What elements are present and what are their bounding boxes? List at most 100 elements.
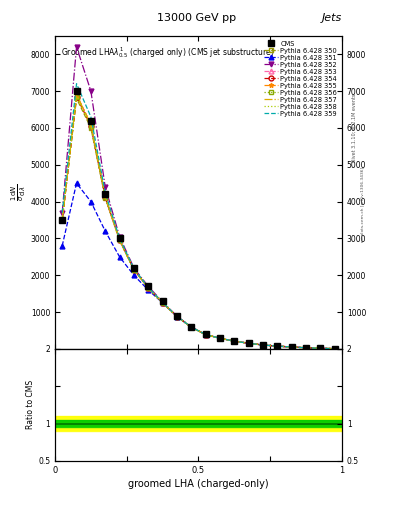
Pythia 6.428 358 <box>246 340 251 346</box>
Line: Pythia 6.428 354: Pythia 6.428 354 <box>60 94 337 351</box>
CMS <box>103 191 108 197</box>
Pythia 6.428 355 <box>88 121 93 127</box>
Pythia 6.428 356 <box>203 331 208 337</box>
Pythia 6.428 352 <box>332 346 337 352</box>
Pythia 6.428 359 <box>174 313 179 319</box>
Pythia 6.428 355 <box>304 345 309 351</box>
CMS <box>332 346 337 352</box>
Pythia 6.428 357 <box>189 324 194 330</box>
Pythia 6.428 359 <box>332 346 337 352</box>
Pythia 6.428 354 <box>246 340 251 346</box>
Line: Pythia 6.428 359: Pythia 6.428 359 <box>62 84 335 349</box>
Pythia 6.428 350 <box>146 285 151 291</box>
Pythia 6.428 353 <box>117 237 122 243</box>
Pythia 6.428 357 <box>117 237 122 243</box>
Pythia 6.428 356 <box>232 338 237 344</box>
Pythia 6.428 353 <box>74 92 79 98</box>
CMS <box>289 344 294 350</box>
Pythia 6.428 354 <box>218 335 222 342</box>
Pythia 6.428 356 <box>275 343 280 349</box>
Pythia 6.428 355 <box>60 217 64 223</box>
CMS <box>74 88 79 94</box>
Pythia 6.428 359 <box>60 209 64 216</box>
CMS <box>88 117 93 123</box>
Line: Pythia 6.428 353: Pythia 6.428 353 <box>60 92 337 351</box>
Line: Pythia 6.428 352: Pythia 6.428 352 <box>60 45 337 351</box>
Pythia 6.428 354 <box>60 217 64 223</box>
Line: Pythia 6.428 351: Pythia 6.428 351 <box>60 181 337 351</box>
CMS <box>275 343 280 349</box>
Pythia 6.428 353 <box>160 300 165 306</box>
Pythia 6.428 356 <box>132 267 136 273</box>
Pythia 6.428 359 <box>74 81 79 87</box>
Pythia 6.428 354 <box>203 331 208 337</box>
Pythia 6.428 357 <box>218 335 222 342</box>
CMS <box>232 338 237 344</box>
Pythia 6.428 359 <box>203 331 208 337</box>
Pythia 6.428 357 <box>289 344 294 350</box>
Pythia 6.428 357 <box>261 342 265 348</box>
Pythia 6.428 355 <box>332 346 337 352</box>
Pythia 6.428 354 <box>232 338 237 344</box>
Pythia 6.428 356 <box>304 345 309 351</box>
Pythia 6.428 353 <box>289 344 294 350</box>
Pythia 6.428 351 <box>275 343 280 349</box>
Line: Pythia 6.428 357: Pythia 6.428 357 <box>62 95 335 349</box>
Pythia 6.428 353 <box>146 285 151 291</box>
Pythia 6.428 359 <box>132 266 136 272</box>
Pythia 6.428 350 <box>275 343 280 349</box>
Pythia 6.428 359 <box>146 284 151 290</box>
Pythia 6.428 354 <box>103 194 108 200</box>
Pythia 6.428 359 <box>88 114 93 120</box>
CMS <box>218 335 222 341</box>
Pythia 6.428 357 <box>203 331 208 337</box>
Y-axis label: $\frac{1}{\sigma}\frac{\mathrm{d}N}{\mathrm{d}\,\lambda}$: $\frac{1}{\sigma}\frac{\mathrm{d}N}{\mat… <box>10 184 28 201</box>
Pythia 6.428 359 <box>246 340 251 346</box>
Pythia 6.428 353 <box>174 313 179 319</box>
Pythia 6.428 356 <box>289 344 294 350</box>
Line: Pythia 6.428 358: Pythia 6.428 358 <box>62 97 335 349</box>
Pythia 6.428 350 <box>261 342 265 348</box>
Pythia 6.428 351 <box>146 287 151 293</box>
Pythia 6.428 355 <box>275 343 280 349</box>
Pythia 6.428 353 <box>332 346 337 352</box>
Pythia 6.428 356 <box>103 194 108 200</box>
Pythia 6.428 358 <box>132 267 136 273</box>
Pythia 6.428 357 <box>318 345 323 351</box>
Pythia 6.428 356 <box>218 335 222 342</box>
Pythia 6.428 358 <box>88 123 93 129</box>
Pythia 6.428 356 <box>74 94 79 100</box>
Pythia 6.428 351 <box>232 338 237 344</box>
Pythia 6.428 358 <box>74 94 79 100</box>
Pythia 6.428 351 <box>261 342 265 348</box>
Pythia 6.428 351 <box>318 345 323 351</box>
Legend: CMS, Pythia 6.428 350, Pythia 6.428 351, Pythia 6.428 352, Pythia 6.428 353, Pyt: CMS, Pythia 6.428 350, Pythia 6.428 351,… <box>263 39 339 118</box>
Pythia 6.428 359 <box>218 335 222 342</box>
Pythia 6.428 353 <box>203 331 208 337</box>
Pythia 6.428 357 <box>246 340 251 346</box>
Pythia 6.428 354 <box>189 324 194 330</box>
Pythia 6.428 353 <box>275 343 280 349</box>
Y-axis label: Ratio to CMS: Ratio to CMS <box>26 380 35 430</box>
CMS <box>261 342 265 348</box>
Pythia 6.428 353 <box>88 121 93 127</box>
Pythia 6.428 352 <box>318 345 323 351</box>
Pythia 6.428 358 <box>332 346 337 352</box>
Pythia 6.428 350 <box>232 338 237 344</box>
Pythia 6.428 358 <box>203 331 208 337</box>
Pythia 6.428 350 <box>203 332 208 338</box>
Pythia 6.428 354 <box>117 237 122 243</box>
Pythia 6.428 359 <box>117 236 122 242</box>
Pythia 6.428 354 <box>88 123 93 129</box>
Pythia 6.428 350 <box>218 335 222 342</box>
Pythia 6.428 352 <box>275 343 280 349</box>
Pythia 6.428 359 <box>189 324 194 330</box>
Pythia 6.428 358 <box>275 343 280 349</box>
Pythia 6.428 350 <box>88 125 93 131</box>
Pythia 6.428 359 <box>304 345 309 351</box>
Pythia 6.428 359 <box>232 338 237 344</box>
Pythia 6.428 351 <box>332 346 337 352</box>
Line: Pythia 6.428 350: Pythia 6.428 350 <box>60 96 337 351</box>
Pythia 6.428 350 <box>103 195 108 201</box>
Pythia 6.428 359 <box>160 300 165 306</box>
